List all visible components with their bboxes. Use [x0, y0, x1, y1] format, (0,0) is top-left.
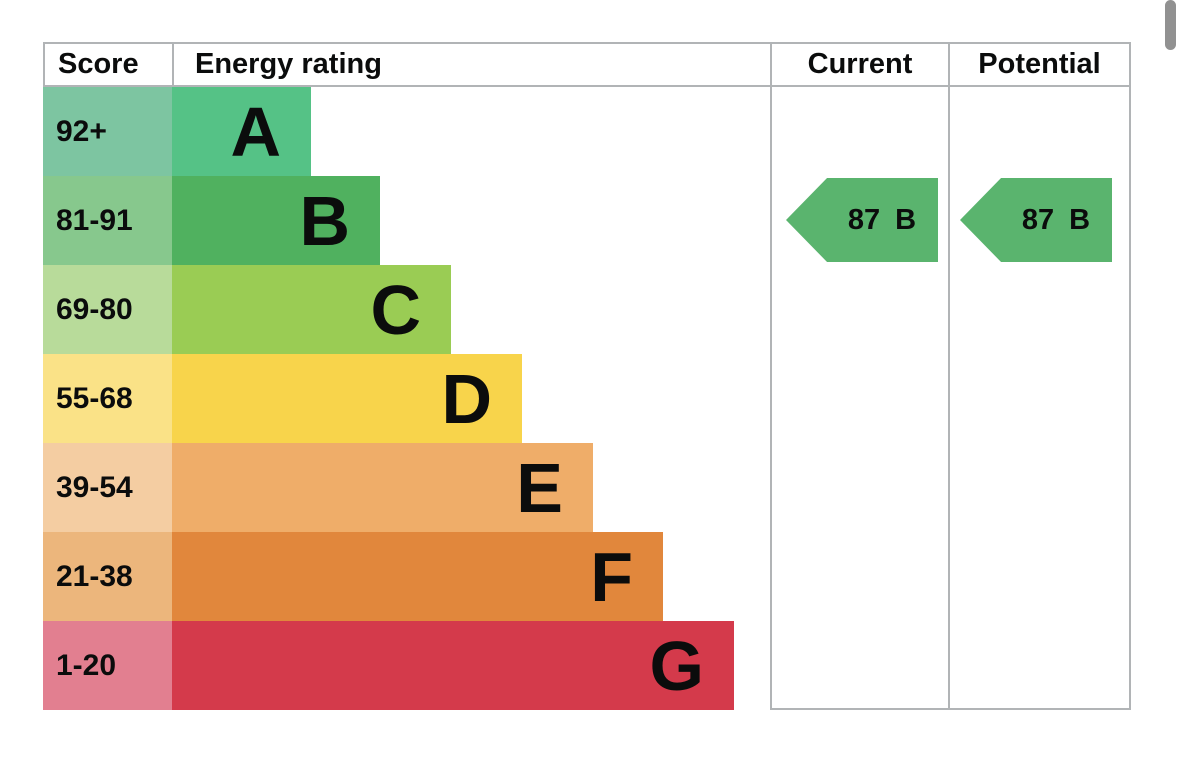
- header-energy-rating: Energy rating: [172, 44, 770, 85]
- chart-header-row: Score Energy rating Current Potential: [43, 42, 1131, 87]
- potential-rating-arrow: 87 B: [960, 178, 1112, 262]
- current-rating-letter: B: [895, 203, 917, 236]
- score-range-d: 55-68: [43, 354, 172, 443]
- current-score-value: 87: [847, 203, 881, 236]
- band-area: 92+ A 81-91 B 69-80 C 55-68 D 39-54 E 21-38 F 1-20 G …: [43, 87, 1131, 710]
- potential-score-value: 87: [1021, 203, 1055, 236]
- header-potential: Potential: [948, 44, 1131, 85]
- band-row-a: 92+ A: [43, 87, 734, 176]
- current-rating-arrow: 87 B: [786, 178, 938, 262]
- band-row-b: 81-91 B: [43, 176, 734, 265]
- band-rows: 92+ A 81-91 B 69-80 C 55-68 D 39-54 E 21-38 F 1-20 G: [43, 87, 734, 710]
- header-current: Current: [770, 44, 948, 85]
- band-bar-f: F: [172, 532, 663, 621]
- score-range-f: 21-38: [43, 532, 172, 621]
- energy-rating-chart: Score Energy rating Current Potential 92…: [43, 42, 1131, 710]
- band-row-f: 21-38 F: [43, 532, 734, 621]
- score-range-a: 92+: [43, 87, 172, 176]
- score-range-b: 81-91: [43, 176, 172, 265]
- scrollbar-thumb[interactable]: [1165, 0, 1176, 50]
- band-bar-a: A: [172, 87, 311, 176]
- band-bar-c: C: [172, 265, 451, 354]
- band-row-g: 1-20 G: [43, 621, 734, 710]
- score-range-c: 69-80: [43, 265, 172, 354]
- band-bar-e: E: [172, 443, 593, 532]
- band-row-c: 69-80 C: [43, 265, 734, 354]
- header-score: Score: [43, 44, 172, 85]
- band-row-e: 39-54 E: [43, 443, 734, 532]
- potential-rating-letter: B: [1069, 203, 1091, 236]
- score-range-g: 1-20: [43, 621, 172, 710]
- band-bar-d: D: [172, 354, 522, 443]
- band-row-d: 55-68 D: [43, 354, 734, 443]
- score-range-e: 39-54: [43, 443, 172, 532]
- band-bar-b: B: [172, 176, 380, 265]
- band-bar-g: G: [172, 621, 734, 710]
